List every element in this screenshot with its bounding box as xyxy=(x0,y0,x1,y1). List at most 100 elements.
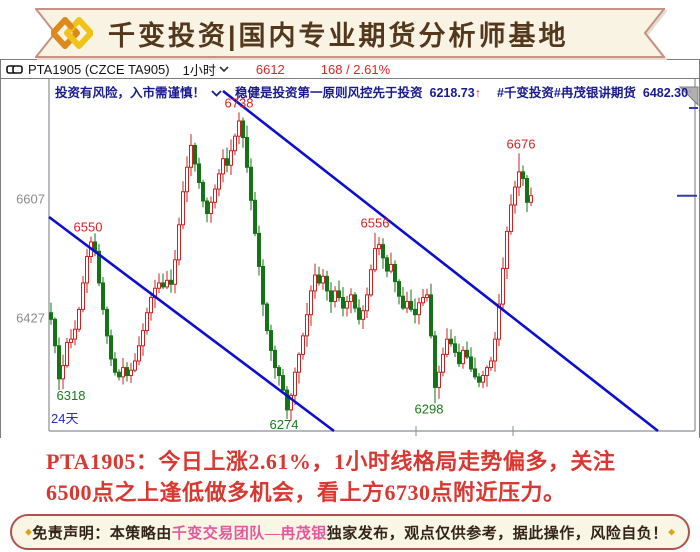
candle-body xyxy=(117,371,121,378)
disclaimer-team-name: 千变交易团队—冉茂银 xyxy=(171,525,327,542)
candle-body xyxy=(457,351,461,365)
brand-title: 千变投资|国内专业期货分析师基地 xyxy=(108,20,569,51)
candle-body xyxy=(401,295,405,309)
period-selector[interactable]: 1小时 xyxy=(183,60,229,79)
price-annotation: 6676 xyxy=(507,136,536,151)
candle-body xyxy=(425,294,429,299)
quote-bar: PTA1905 (CZCE TA905) 1小时 6612 168 / 2.61… xyxy=(1,60,699,79)
candle-body xyxy=(213,188,217,203)
candle-body xyxy=(505,230,509,269)
candle-body xyxy=(205,200,209,215)
candle-body xyxy=(405,300,409,309)
candle-body xyxy=(389,263,393,272)
quote-panel: PTA1905 (CZCE TA905) 1小时 6612 168 / 2.61… xyxy=(0,59,700,438)
candle-body xyxy=(253,199,257,234)
candle-body xyxy=(109,335,113,360)
candle-body xyxy=(393,263,397,283)
candle-body xyxy=(209,201,213,215)
candle-body xyxy=(341,297,345,309)
candle-body xyxy=(101,282,105,310)
x-axis-label: 24天 xyxy=(51,411,78,426)
candle-body xyxy=(197,163,201,183)
symbol-name: PTA1905 (CZCE TA905) xyxy=(28,61,170,77)
ticker-value-2: 6482.30 xyxy=(642,86,689,100)
candle-body xyxy=(217,173,221,190)
candle-body xyxy=(229,150,233,166)
candle-body xyxy=(369,269,373,296)
candle-body xyxy=(349,294,353,302)
slogan-text: 稳健是投资第一原则风控先于投资 xyxy=(235,86,423,100)
candle-body xyxy=(317,274,321,284)
candle-body xyxy=(181,191,185,226)
disclaimer-prefix: 免责声明：本策略由 xyxy=(32,525,172,542)
candle-body xyxy=(453,343,457,353)
candle-body xyxy=(233,135,237,152)
candle-body xyxy=(525,178,529,203)
header-banner: 千变投资|国内专业期货分析师基地 xyxy=(0,0,700,58)
candle-body xyxy=(509,204,513,232)
candle-body xyxy=(493,338,497,362)
candle-body xyxy=(345,300,349,309)
period-label: 1小时 xyxy=(182,62,216,78)
disclaimer-text: 免责声明：本策略由千变交易团队—冉茂银独家发布，观点仅供参考，据此操作，风险自负… xyxy=(32,522,668,543)
candle-body xyxy=(409,300,413,310)
candle-body xyxy=(313,274,317,292)
candle-body xyxy=(225,158,229,166)
candle-body xyxy=(133,360,137,371)
last-price: 6612 xyxy=(255,61,285,77)
candle-body xyxy=(501,267,505,305)
ticker-value-1: 6218.73 xyxy=(429,86,475,100)
analysis-note: PTA1905：今日上涨2.61%，1小时线格局走势偏多，关注 6500点之上逢… xyxy=(0,438,700,506)
candle-body xyxy=(241,120,245,139)
candle-body xyxy=(485,367,489,377)
price-annotation: 6738 xyxy=(225,95,254,110)
candle-body xyxy=(97,250,101,284)
candle-body xyxy=(513,186,517,206)
candle-body xyxy=(141,330,145,347)
candle-body xyxy=(125,367,129,377)
candle-body xyxy=(69,338,73,343)
price-annotation: 6556 xyxy=(361,216,390,231)
candle-body xyxy=(49,312,53,320)
candle-body xyxy=(489,360,493,369)
candlestick-chart: 6607 6427 24天 6738 6676 6550 6556 6318 6274 6298 xyxy=(16,79,699,436)
candle-body xyxy=(289,394,293,411)
candle-body xyxy=(265,303,269,332)
candle-body xyxy=(517,171,521,188)
disclaimer-banner: ◆ 免责声明：本策略由千变交易团队—冉茂银独家发布，观点仅供参考，据此操作，风险… xyxy=(10,514,690,550)
brand-logo-icon xyxy=(51,17,93,49)
candle-body xyxy=(417,302,421,316)
candle-body xyxy=(429,294,433,337)
candle-body xyxy=(121,367,125,378)
candle-body xyxy=(373,248,377,271)
up-arrow-icon: ↑ xyxy=(688,86,691,100)
candle-body xyxy=(337,290,341,299)
candle-body xyxy=(65,341,69,367)
candle-body xyxy=(293,371,297,396)
candle-body xyxy=(301,335,305,355)
corner-fold[interactable] xyxy=(678,86,699,107)
candle-body xyxy=(469,356,473,370)
ticker-chevron-icon[interactable] xyxy=(211,86,222,100)
candle-body xyxy=(237,120,241,137)
analysis-line-1: PTA1905：今日上涨2.61%，1小时线格局走势偏多，关注 xyxy=(46,449,616,474)
candle-body xyxy=(77,308,81,330)
candle-body xyxy=(249,166,253,201)
candle-body xyxy=(145,312,149,332)
candle-body xyxy=(381,244,385,259)
candle-body xyxy=(297,353,301,373)
candle-body xyxy=(105,308,109,337)
candle-body xyxy=(245,137,249,168)
candle-body xyxy=(329,290,333,302)
candle-body xyxy=(529,195,533,203)
candle-body xyxy=(437,371,441,388)
hashtags-text: #千变投资#冉茂银讲期货 xyxy=(496,86,636,100)
candle-body xyxy=(441,353,445,373)
candle-body xyxy=(281,375,285,391)
candle-body xyxy=(285,389,289,411)
candle-body xyxy=(481,375,485,383)
candle-body xyxy=(129,369,133,377)
y-axis-label: 6607 xyxy=(16,192,45,207)
candle-body xyxy=(421,297,425,304)
price-annotation: 6318 xyxy=(57,388,86,403)
